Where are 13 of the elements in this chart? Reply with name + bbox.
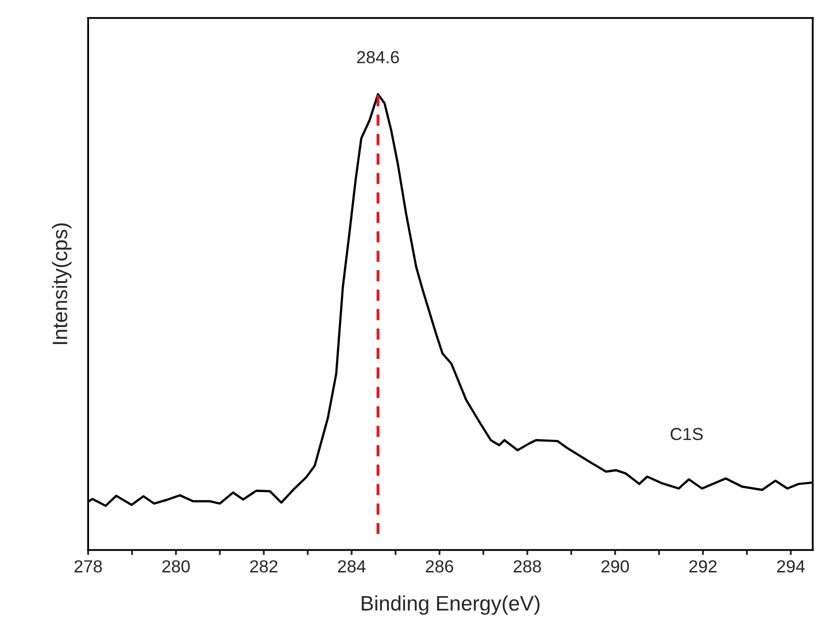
annotation: C1S <box>670 428 703 440</box>
x-tick-label: 292 <box>689 560 717 572</box>
x-tick-label: 288 <box>514 560 542 572</box>
y-axis-title: Intensity(cps) <box>52 223 72 344</box>
x-tick-label: 278 <box>74 560 102 572</box>
ref-line-label: 284.6 <box>357 51 399 64</box>
x-tick-label: 282 <box>250 560 278 572</box>
x-tick-label: 280 <box>162 560 190 572</box>
x-axis-title: Binding Energy(eV) <box>362 595 540 615</box>
x-tick-label: 294 <box>777 560 805 572</box>
x-tick-label: 290 <box>602 560 629 572</box>
x-tick-label: 284 <box>338 560 366 572</box>
x-tick-label: 286 <box>426 560 454 572</box>
